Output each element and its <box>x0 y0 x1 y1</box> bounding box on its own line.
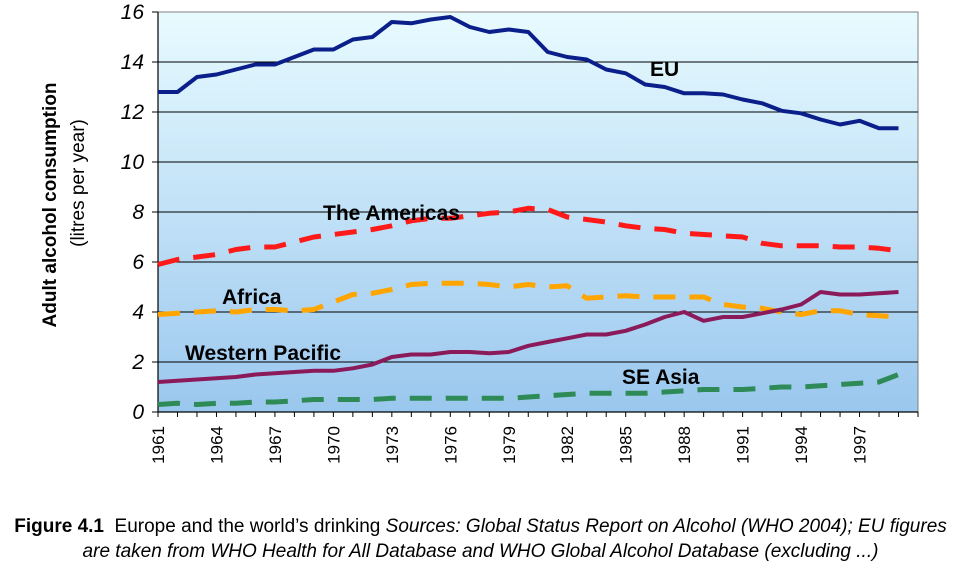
series-line-western-pacific <box>157 290 899 384</box>
x-tick-label: 1982 <box>558 426 577 464</box>
series-label-africa: Africa <box>222 286 282 309</box>
x-tick-label: 1988 <box>675 426 694 464</box>
y-tick-labels: 0 2 4 6 8 10 12 14 16 <box>121 1 145 424</box>
y-axis-units: (litres per year) <box>68 119 89 247</box>
y-tick-label: 4 <box>132 301 144 324</box>
series-label-se-asia: SE Asia <box>622 366 700 389</box>
axes <box>152 11 919 417</box>
series-line-eu <box>158 15 899 131</box>
x-tick-label: 1976 <box>441 426 460 464</box>
y-tick-label: 12 <box>121 101 145 124</box>
x-tick-labels: 1961 1964 1967 1970 1973 1976 1979 1982 1985 1988… <box>149 426 870 464</box>
x-tick-label: 1991 <box>734 426 753 464</box>
y-tick-label: 6 <box>132 251 144 274</box>
x-tick-label: 1961 <box>149 426 168 464</box>
y-tick-label: 16 <box>121 1 145 24</box>
x-tick-label: 1967 <box>266 426 285 464</box>
x-tick-label: 1970 <box>324 426 343 464</box>
series-line-the-americas <box>157 205 899 267</box>
x-tick-label: 1994 <box>792 426 811 464</box>
x-tick-label: 1997 <box>851 426 870 464</box>
series-lines <box>157 15 900 407</box>
series-label-the-americas: The Americas <box>323 202 460 225</box>
y-axis-title: Adult alcohol consumption <box>40 83 61 328</box>
x-tick-label: 1964 <box>207 426 226 464</box>
series-labels: EU The Americas Africa Western Pacific SE As… <box>185 58 700 389</box>
y-tick-label: 2 <box>131 351 144 374</box>
figure-sources: Sources: Global Status Report on Alcohol… <box>82 516 947 562</box>
series-label-western-pacific: Western Pacific <box>185 342 341 365</box>
figure-title: Europe and the world’s drinking <box>114 516 381 537</box>
y-tick-label: 8 <box>132 201 144 224</box>
series-line-se-asia <box>157 372 900 407</box>
series-label-eu: EU <box>650 58 679 81</box>
x-tick-label: 1985 <box>617 426 636 464</box>
y-tick-label: 14 <box>121 51 144 74</box>
x-tick-label: 1973 <box>383 426 402 464</box>
x-tick-label: 1979 <box>500 426 519 464</box>
y-tick-label: 0 <box>132 401 144 424</box>
figure-number: Figure 4.1 <box>14 516 104 537</box>
y-tick-label: 10 <box>121 151 145 174</box>
figure-caption: Figure 4.1 Europe and the world’s drinki… <box>0 514 961 574</box>
